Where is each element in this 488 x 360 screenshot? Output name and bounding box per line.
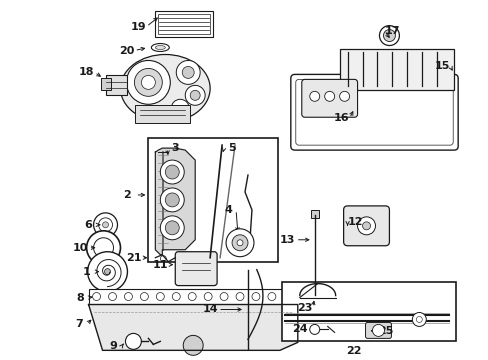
Text: 15: 15 — [434, 62, 449, 71]
Circle shape — [232, 235, 247, 251]
Text: 14: 14 — [202, 305, 218, 315]
Circle shape — [176, 60, 200, 84]
Circle shape — [411, 312, 426, 327]
Text: 1: 1 — [82, 267, 90, 276]
Circle shape — [183, 336, 203, 355]
Text: 19: 19 — [130, 22, 146, 32]
Circle shape — [160, 216, 184, 240]
Circle shape — [165, 221, 179, 235]
Circle shape — [125, 333, 141, 349]
Circle shape — [267, 293, 275, 301]
Circle shape — [383, 30, 395, 41]
Circle shape — [190, 90, 200, 100]
Circle shape — [160, 188, 184, 212]
Circle shape — [156, 293, 164, 301]
Text: 25: 25 — [377, 327, 392, 336]
Ellipse shape — [120, 54, 210, 122]
Circle shape — [185, 85, 205, 105]
Text: 18: 18 — [79, 67, 94, 77]
Text: 8: 8 — [77, 293, 84, 302]
Circle shape — [93, 213, 117, 237]
Text: 6: 6 — [84, 220, 92, 230]
Circle shape — [104, 269, 110, 275]
Circle shape — [124, 293, 132, 301]
FancyBboxPatch shape — [365, 323, 390, 338]
Bar — [310, 210, 318, 218]
Text: 4: 4 — [224, 205, 231, 215]
Circle shape — [102, 222, 108, 228]
Text: 2: 2 — [123, 190, 131, 200]
Circle shape — [87, 252, 127, 292]
Circle shape — [92, 293, 101, 301]
Bar — [155, 11, 213, 37]
Circle shape — [160, 256, 166, 262]
Bar — [135, 105, 190, 123]
Circle shape — [182, 67, 194, 78]
Text: 7: 7 — [75, 319, 82, 329]
Circle shape — [165, 165, 179, 179]
Circle shape — [237, 240, 243, 246]
Circle shape — [220, 293, 227, 301]
Circle shape — [108, 293, 116, 301]
Circle shape — [372, 324, 384, 336]
Bar — [88, 289, 297, 305]
Text: 10: 10 — [73, 243, 88, 253]
FancyBboxPatch shape — [343, 206, 388, 246]
Circle shape — [357, 217, 375, 235]
Bar — [281, 282, 455, 341]
Text: 21: 21 — [125, 253, 141, 263]
Bar — [105, 75, 127, 95]
Circle shape — [203, 293, 212, 301]
Circle shape — [236, 293, 244, 301]
Circle shape — [99, 218, 112, 232]
Circle shape — [172, 293, 180, 301]
Circle shape — [160, 160, 184, 184]
Text: 9: 9 — [109, 341, 117, 351]
Circle shape — [134, 68, 162, 96]
Circle shape — [362, 222, 370, 230]
Text: 3: 3 — [171, 143, 179, 153]
Circle shape — [251, 293, 260, 301]
Circle shape — [225, 229, 253, 257]
Text: 20: 20 — [119, 45, 134, 55]
Circle shape — [93, 238, 113, 258]
Circle shape — [415, 316, 422, 323]
Polygon shape — [88, 305, 297, 350]
Circle shape — [309, 324, 319, 334]
Text: 16: 16 — [333, 113, 349, 123]
Ellipse shape — [155, 45, 165, 50]
Circle shape — [339, 91, 349, 101]
Text: 23: 23 — [297, 302, 312, 312]
Text: 11: 11 — [152, 260, 168, 270]
Circle shape — [165, 193, 179, 207]
Bar — [158, 14, 210, 33]
Text: 13: 13 — [280, 235, 295, 245]
Bar — [339, 49, 453, 90]
Circle shape — [379, 26, 399, 45]
Circle shape — [140, 293, 148, 301]
FancyBboxPatch shape — [301, 80, 357, 117]
Bar — [101, 78, 110, 90]
Text: 17: 17 — [384, 26, 399, 36]
Circle shape — [171, 99, 189, 117]
Circle shape — [188, 293, 196, 301]
Circle shape — [86, 231, 120, 265]
FancyBboxPatch shape — [175, 252, 217, 285]
Bar — [148, 138, 277, 262]
Text: 12: 12 — [347, 217, 363, 227]
Circle shape — [283, 293, 291, 301]
Polygon shape — [155, 148, 195, 255]
Text: 24: 24 — [291, 324, 307, 334]
Circle shape — [126, 60, 170, 104]
FancyBboxPatch shape — [290, 75, 457, 150]
Text: 22: 22 — [345, 346, 361, 356]
Text: 5: 5 — [228, 143, 235, 153]
Circle shape — [324, 91, 334, 101]
Circle shape — [141, 75, 155, 89]
Ellipse shape — [151, 44, 169, 51]
Circle shape — [309, 91, 319, 101]
